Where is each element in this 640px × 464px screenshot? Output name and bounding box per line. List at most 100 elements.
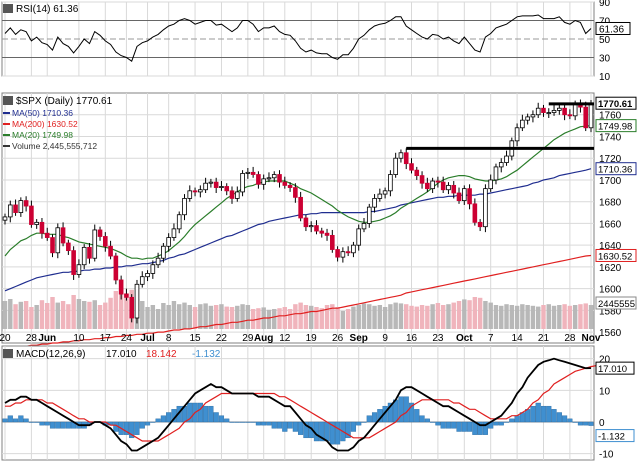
candle-body — [7, 204, 13, 218]
volume-bar — [330, 304, 335, 329]
candle-body — [234, 191, 240, 199]
macd-hist-bar — [430, 421, 436, 423]
volume-bar — [456, 301, 462, 329]
macd-hist-bar — [166, 412, 172, 423]
volume-bar — [303, 305, 309, 329]
macd-hist-bar — [224, 418, 230, 423]
macd-hist-bar — [540, 405, 547, 423]
volume-tag — [595, 296, 637, 310]
volume-bar — [282, 307, 288, 329]
volume-bar — [356, 305, 361, 329]
volume-bar — [187, 305, 192, 329]
macd-hist-bar — [150, 421, 156, 423]
macd-hist-bar — [139, 421, 145, 429]
volume-bar — [39, 300, 45, 329]
x-tick-label: 26 — [332, 333, 344, 344]
volume-bar — [113, 291, 119, 329]
volume-bar — [499, 305, 504, 329]
x-tick-label: 16 — [406, 333, 418, 344]
ma50-tag — [595, 162, 637, 176]
rsi-value-tag — [595, 21, 631, 35]
volume-bar — [171, 301, 177, 329]
volume-bar — [103, 302, 108, 329]
candle-body — [192, 190, 198, 193]
volume-bar — [277, 308, 282, 329]
x-tick-label: Oct — [456, 333, 473, 344]
macd-hist-bar — [261, 421, 267, 426]
volume-bar — [272, 309, 277, 329]
macd-tick-label: -10 — [599, 450, 614, 461]
candle-body — [583, 106, 589, 129]
candle-body — [498, 162, 504, 168]
volume-bar — [118, 289, 124, 329]
x-tick-label: Jun — [38, 333, 56, 344]
x-tick-label: Sep — [350, 333, 368, 344]
volume-bar — [351, 306, 356, 329]
macd-hist-bar — [187, 402, 193, 423]
candle-body — [203, 182, 208, 191]
macd-hist-bar — [371, 412, 378, 423]
candle-body — [103, 236, 108, 247]
macd-hist-bar — [2, 418, 8, 423]
macd-hist-bar — [461, 421, 467, 432]
macd-hist-bar — [546, 405, 552, 423]
volume-bar — [245, 305, 251, 329]
price-label: $SPX (Daily) 1770.61 — [16, 96, 113, 107]
macd-hist-bar — [155, 418, 161, 423]
volume-bar — [250, 309, 256, 329]
candle-body — [520, 119, 525, 129]
macd-hist-bar — [18, 415, 24, 423]
macd-hist-bar — [250, 421, 256, 423]
volume-bar — [198, 304, 203, 329]
candle-body — [34, 221, 39, 225]
candle-body — [356, 228, 362, 246]
volume-bar — [66, 304, 71, 329]
candle-body — [345, 251, 351, 254]
volume-bar — [45, 303, 50, 329]
volume-bar — [546, 304, 551, 329]
candle-body — [525, 116, 530, 121]
macd-hist-bar — [245, 421, 251, 423]
volume-bar — [29, 307, 34, 329]
volume-bar — [240, 304, 245, 329]
price-tick-label: 1600 — [599, 285, 622, 296]
volume-bar — [509, 305, 515, 329]
volume-bar — [176, 304, 182, 329]
volume-bar — [446, 304, 451, 329]
candle-body — [261, 178, 266, 185]
signal-value-label: 18.142 — [146, 349, 177, 360]
macd-hist-bar — [49, 421, 56, 429]
volume-bar — [314, 307, 319, 329]
hist-tag-text: -1.132 — [598, 432, 625, 443]
volume-bar — [477, 297, 483, 329]
volume-bar — [213, 305, 219, 329]
volume-bar — [583, 303, 588, 329]
candle-body — [208, 181, 214, 184]
volume-bar — [462, 299, 467, 329]
candle-body — [588, 102, 594, 129]
volume-bar — [145, 307, 150, 329]
price-tick-label: 1680 — [599, 198, 622, 209]
ma50-tag-text: 1710.36 — [598, 165, 632, 176]
volume-bar — [192, 307, 198, 329]
macd-hist-bar — [551, 409, 557, 423]
volume-bar — [319, 308, 324, 329]
volume-bar — [514, 305, 520, 329]
candle-body — [240, 173, 245, 193]
hist-value-label: -1.132 — [192, 349, 221, 360]
macd-hist-bar — [451, 421, 457, 429]
candle-body — [213, 181, 219, 188]
volume-bar — [155, 309, 161, 329]
macd-hist-bar — [482, 421, 488, 435]
volume-bar — [382, 307, 388, 329]
candle-body — [419, 175, 425, 184]
candle-body — [113, 255, 119, 281]
volume-bar — [377, 305, 383, 329]
volume-bar — [203, 303, 208, 329]
macd-line — [4, 357, 592, 452]
candle-body — [134, 283, 140, 319]
macd-tag-text: 17.010 — [598, 364, 627, 375]
macd-tick-label: 0 — [599, 418, 605, 429]
macd-icon — [3, 349, 13, 358]
x-tick-label: 22 — [216, 333, 228, 344]
